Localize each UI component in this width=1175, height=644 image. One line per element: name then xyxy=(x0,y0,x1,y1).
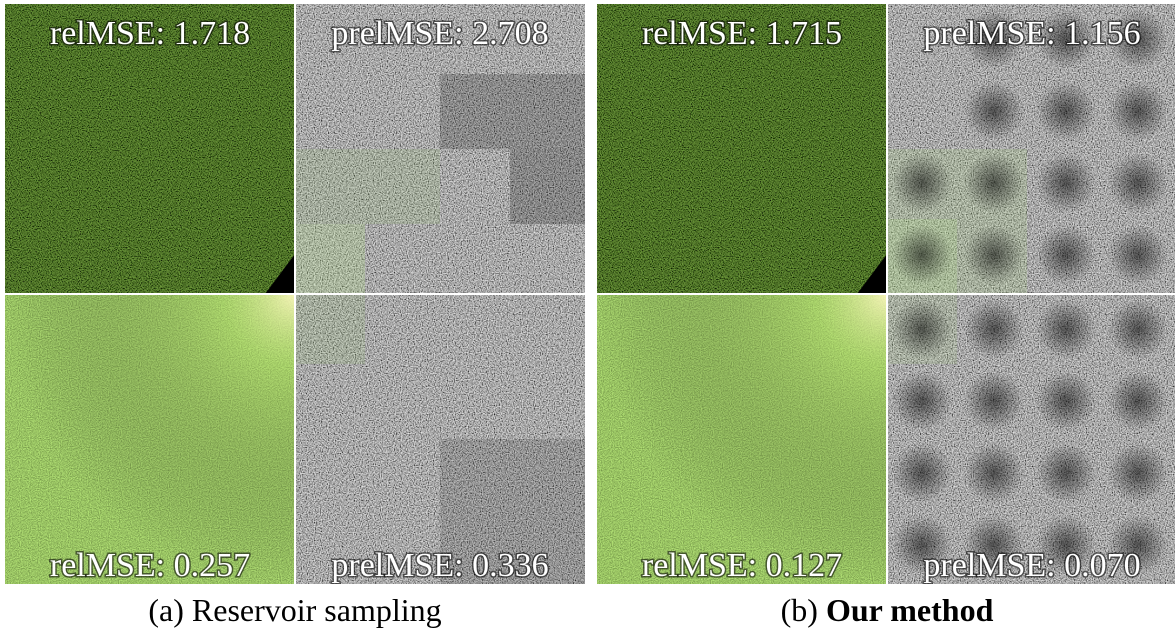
render-panel: relMSE: 1.715 prelMSE: 1.156 relMSE: 0.127… xyxy=(597,4,1175,584)
dark-spot xyxy=(1108,81,1168,141)
dark-spot xyxy=(1036,225,1096,285)
dark-spot xyxy=(964,153,1024,213)
dark-spot xyxy=(892,443,952,503)
metric-label: relMSE: 1.718 xyxy=(50,15,250,52)
caption: (b) Our method xyxy=(597,592,1175,629)
dark-spot xyxy=(892,371,952,431)
tile xyxy=(510,149,585,224)
dark-spot xyxy=(1108,153,1168,213)
dark-spot xyxy=(892,153,952,213)
dark-spot xyxy=(964,443,1024,503)
metric-label: prelMSE: 1.156 xyxy=(923,15,1140,52)
glow xyxy=(597,294,887,584)
figure: relMSE: 1.718 prelMSE: 2.708 relMSE: 0.257… xyxy=(0,0,1175,644)
caption-label: (a) xyxy=(148,592,184,628)
dark-spot xyxy=(1108,443,1168,503)
metric-label: relMSE: 1.715 xyxy=(642,15,842,52)
dark-spot xyxy=(1036,371,1096,431)
metric-label: relMSE: 0.257 xyxy=(50,547,250,584)
dark-spot xyxy=(1108,371,1168,431)
metric-label: prelMSE: 2.708 xyxy=(331,15,548,52)
dark-spot xyxy=(892,299,952,359)
dark-spot xyxy=(892,225,952,285)
tile xyxy=(295,149,440,224)
dark-spot xyxy=(1108,225,1168,285)
dark-spot xyxy=(1036,443,1096,503)
dark-spot xyxy=(1036,299,1096,359)
metric-label: prelMSE: 0.070 xyxy=(923,547,1140,584)
tile xyxy=(295,294,365,364)
dark-spot xyxy=(964,299,1024,359)
dark-spot xyxy=(964,371,1024,431)
dark-spot xyxy=(1108,299,1168,359)
dark-spot xyxy=(1036,153,1096,213)
caption-text: Reservoir sampling xyxy=(192,592,442,628)
glow xyxy=(5,294,295,584)
dark-spot xyxy=(964,225,1024,285)
caption: (a) Reservoir sampling xyxy=(5,592,585,629)
render-panel: relMSE: 1.718 prelMSE: 2.708 relMSE: 0.257… xyxy=(5,4,585,584)
caption-text: Our method xyxy=(826,592,993,628)
caption-label: (b) xyxy=(781,592,818,628)
tile xyxy=(440,74,585,149)
metric-label: relMSE: 0.127 xyxy=(642,547,842,584)
tile xyxy=(295,224,365,294)
metric-label: prelMSE: 0.336 xyxy=(331,547,548,584)
dark-spot xyxy=(1036,81,1096,141)
dark-spot xyxy=(964,81,1024,141)
